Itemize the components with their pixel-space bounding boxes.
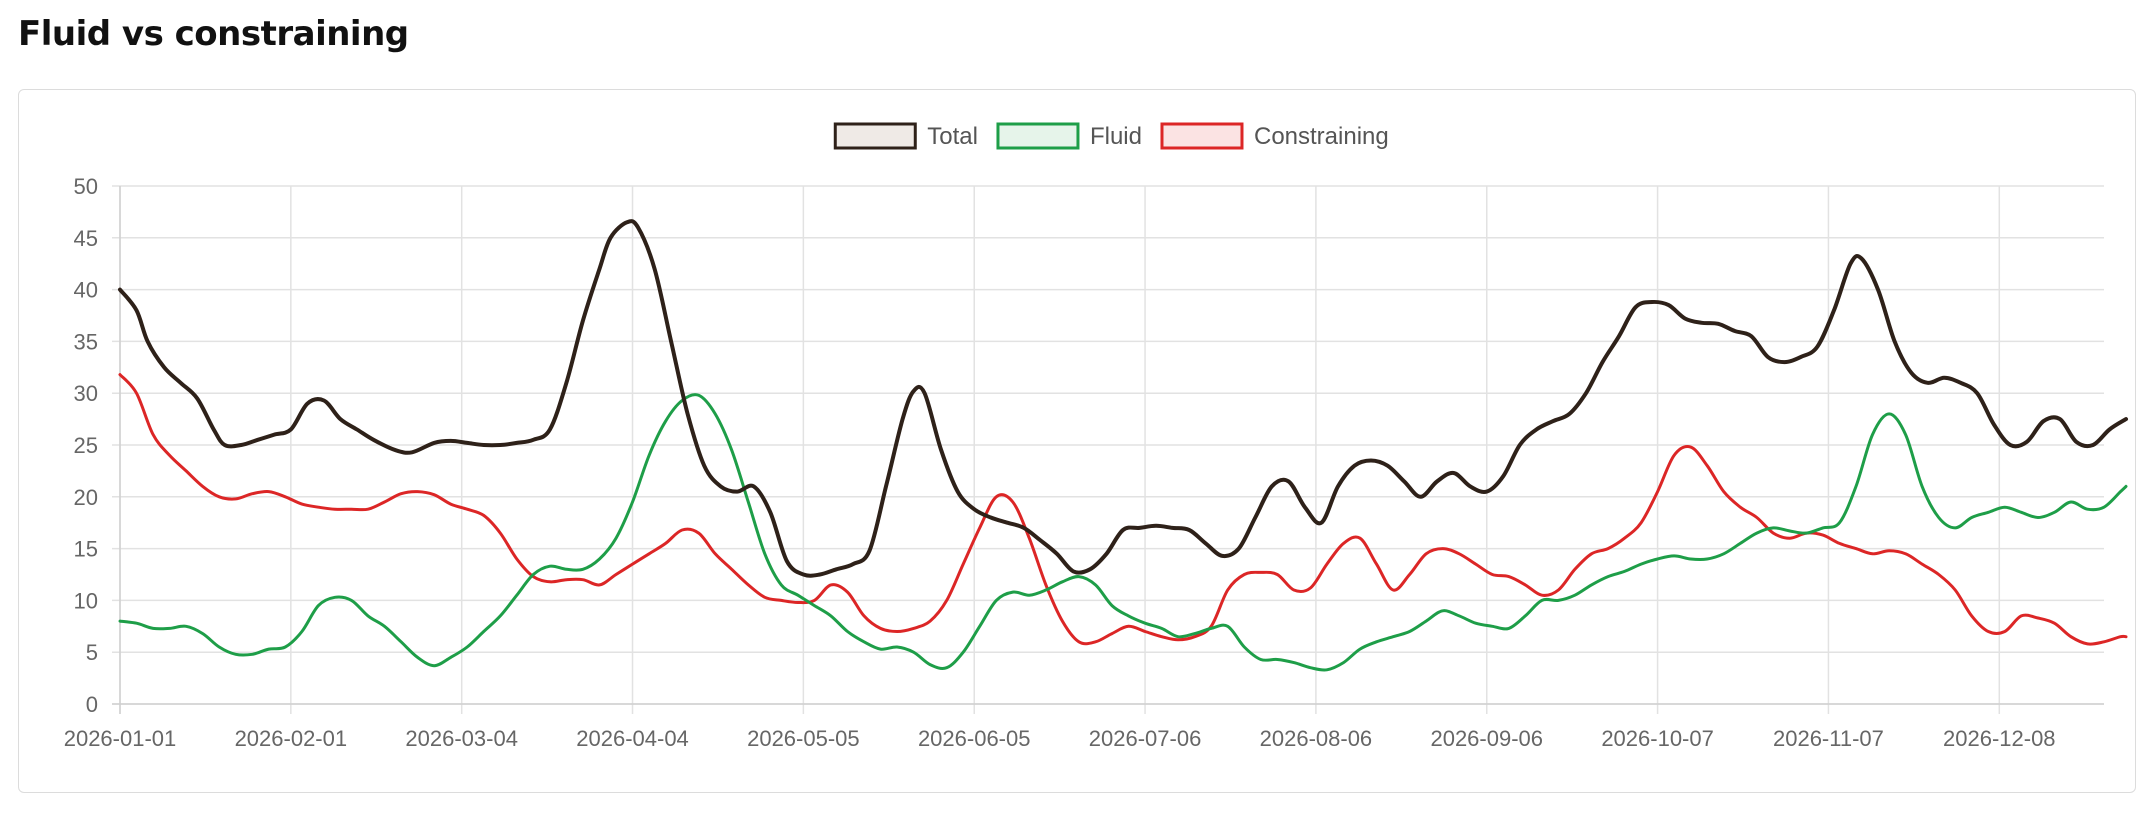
x-tick-label: 2026-03-04 <box>405 726 518 751</box>
legend-item-constraining: Constraining <box>1160 122 1389 150</box>
y-tick-label: 45 <box>74 226 98 251</box>
axes: 0 5 10 15 20 25 30 35 40 45 50 2026-01-01 2026-02-01… <box>64 174 2104 751</box>
legend-item-total: Total <box>833 122 978 150</box>
x-tick-label: 2026-06-05 <box>918 726 1031 751</box>
legend-label-constraining: Constraining <box>1254 123 1389 150</box>
y-tick-label: 35 <box>74 329 98 354</box>
y-tick-label: 10 <box>74 588 98 613</box>
legend: Total Fluid Constraining <box>833 122 1389 150</box>
x-tick-label: 2026-10-07 <box>1601 726 1714 751</box>
legend-swatch-total <box>833 122 917 150</box>
y-tick-label: 25 <box>74 433 98 458</box>
legend-item-fluid: Fluid <box>996 122 1142 150</box>
legend-label-fluid: Fluid <box>1090 123 1142 150</box>
chart-card: 0 5 10 15 20 25 30 35 40 45 50 2026-01-01 2026-02-01… <box>18 89 2136 793</box>
legend-swatch-fluid <box>996 122 1080 150</box>
y-tick-label: 0 <box>86 692 98 717</box>
x-tick-label: 2026-12-08 <box>1943 726 2056 751</box>
y-tick-label: 5 <box>86 640 98 665</box>
y-tick-label: 30 <box>74 381 98 406</box>
x-tick-label: 2026-11-07 <box>1773 726 1884 751</box>
x-tick-label: 2026-07-06 <box>1089 726 1202 751</box>
y-tick-label: 50 <box>74 174 98 199</box>
page-title: Fluid vs constraining <box>18 14 409 54</box>
y-tick-label: 20 <box>74 485 98 510</box>
x-tick-label: 2026-04-04 <box>576 726 689 751</box>
x-tick-label: 2026-05-05 <box>747 726 860 751</box>
legend-swatch-constraining <box>1160 122 1244 150</box>
line-chart: 0 5 10 15 20 25 30 35 40 45 50 2026-01-01 2026-02-01… <box>64 122 2128 751</box>
y-tick-label: 15 <box>74 537 98 562</box>
x-tick-label: 2026-02-01 <box>235 726 348 751</box>
x-tick-label: 2026-09-06 <box>1430 726 1543 751</box>
series-line-fluid <box>118 393 2128 672</box>
series-line-constraining <box>118 373 2128 646</box>
y-tick-label: 40 <box>74 278 98 303</box>
x-tick-label: 2026-01-01 <box>64 726 177 751</box>
x-tick-label: 2026-08-06 <box>1260 726 1373 751</box>
legend-label-total: Total <box>927 123 978 150</box>
series-line-total <box>118 219 2128 578</box>
series-lines <box>118 219 2128 672</box>
